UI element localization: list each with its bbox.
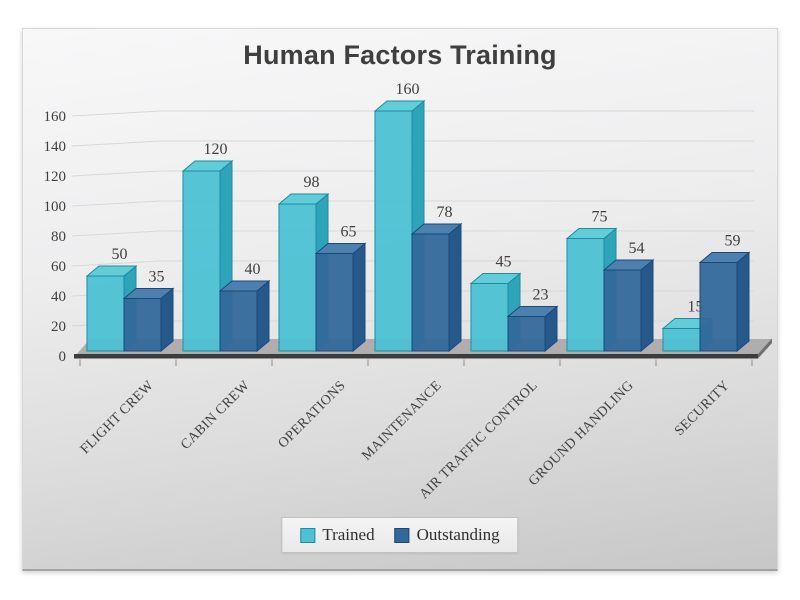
bar-outstanding-ground-handling xyxy=(603,269,642,352)
value-label-outstanding-security: 59 xyxy=(725,233,741,250)
bar-trained-maintenance xyxy=(374,110,413,352)
x-axis-label-cabin-crew: CABIN CREW xyxy=(178,378,253,453)
y-axis-tick-label-60: 60 xyxy=(51,259,66,275)
gridline-140 xyxy=(71,140,754,147)
x-axis-label-flight-crew: FLIGHT CREW xyxy=(78,378,157,457)
bar-trained-security xyxy=(662,328,701,352)
chart-floor-front-edge xyxy=(74,354,758,359)
x-axis-label-operations: OPERATIONS xyxy=(276,378,349,451)
x-axis-label-maintenance: MAINTENANCE xyxy=(359,378,445,464)
bar-trained-ground-handling xyxy=(566,238,605,352)
bar-outstanding-operations xyxy=(315,253,354,352)
gridline-160 xyxy=(71,110,754,117)
value-label-trained-cabin-crew: 120 xyxy=(204,141,228,158)
chart-title: Human Factors Training xyxy=(243,40,557,70)
value-label-trained-operations: 98 xyxy=(304,174,320,191)
value-label-trained-air-traffic-control: 45 xyxy=(496,254,512,271)
bar-outstanding-security-side xyxy=(736,251,750,353)
legend: Trained Outstanding xyxy=(281,517,519,553)
bar-outstanding-maintenance xyxy=(411,233,450,352)
y-axis-tick-label-0: 0 xyxy=(59,349,67,365)
y-axis-tick-label-100: 100 xyxy=(44,199,67,215)
chart-floor-right-edge xyxy=(758,338,772,359)
gridline-120 xyxy=(71,170,754,177)
legend-label-trained: Trained xyxy=(322,525,375,544)
bar-trained-flight-crew xyxy=(86,275,125,352)
bar-outstanding-cabin-crew xyxy=(219,290,258,352)
gridline-60 xyxy=(71,260,754,267)
bar-outstanding-flight-crew-side xyxy=(160,287,174,353)
x-axis-label-ground-handling: GROUND HANDLING xyxy=(526,378,637,489)
bar-outstanding-flight-crew xyxy=(123,298,162,352)
bar-outstanding-maintenance-side xyxy=(448,222,462,353)
legend-item-outstanding: Outstanding xyxy=(394,525,500,545)
value-label-trained-ground-handling: 75 xyxy=(592,209,608,226)
legend-swatch-outstanding-icon xyxy=(394,527,410,543)
value-label-outstanding-air-traffic-control: 23 xyxy=(533,287,549,304)
y-axis-tick-label-140: 140 xyxy=(44,139,67,155)
bar-trained-air-traffic-control xyxy=(470,283,509,352)
value-label-trained-maintenance: 160 xyxy=(396,81,420,98)
y-axis-tick-label-40: 40 xyxy=(51,289,66,305)
bar-outstanding-cabin-crew-side xyxy=(256,279,270,353)
value-label-outstanding-cabin-crew: 40 xyxy=(245,261,261,278)
bar-outstanding-air-traffic-control xyxy=(507,316,546,352)
gridline-80 xyxy=(71,230,754,237)
value-label-trained-flight-crew: 50 xyxy=(112,246,128,263)
legend-swatch-trained-icon xyxy=(300,527,316,543)
bar-trained-operations xyxy=(278,203,317,352)
value-label-outstanding-maintenance: 78 xyxy=(437,204,453,221)
y-axis-tick-label-160: 160 xyxy=(44,109,67,125)
y-axis-tick-label-80: 80 xyxy=(51,229,66,245)
bar-outstanding-ground-handling-side xyxy=(640,258,654,353)
value-label-outstanding-flight-crew: 35 xyxy=(149,269,165,286)
y-axis-tick-label-20: 20 xyxy=(51,319,66,335)
legend-item-trained: Trained xyxy=(300,525,375,545)
y-axis-tick-label-120: 120 xyxy=(44,169,67,185)
value-label-outstanding-operations: 65 xyxy=(341,224,357,241)
bar-trained-cabin-crew xyxy=(182,170,221,352)
x-axis-label-security: SECURITY xyxy=(672,378,733,439)
value-label-outstanding-ground-handling: 54 xyxy=(629,240,645,257)
gridline-100 xyxy=(71,200,754,207)
legend-label-outstanding: Outstanding xyxy=(416,525,500,544)
bar-outstanding-security xyxy=(699,262,738,352)
bar-outstanding-operations-side xyxy=(352,242,366,353)
